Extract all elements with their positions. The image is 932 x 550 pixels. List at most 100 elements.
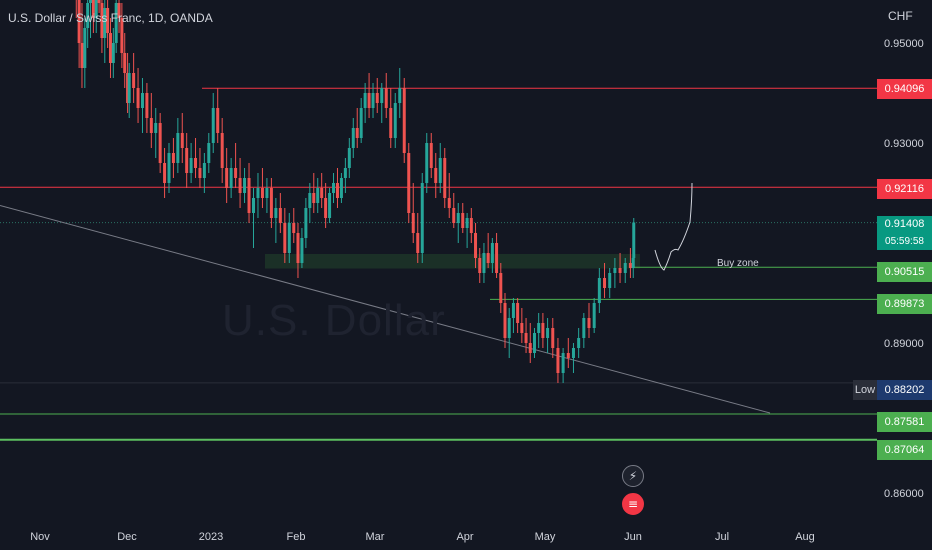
candle-body [154, 123, 158, 133]
candle-body [425, 143, 429, 183]
candle-body [252, 198, 255, 213]
candle-body [587, 318, 591, 328]
candle-body [167, 153, 171, 183]
x-tick-label-2: 2023 [199, 531, 223, 543]
candle-body [608, 273, 612, 288]
candle-body [469, 218, 473, 233]
candle-body [456, 213, 460, 223]
candle-body [97, 0, 101, 3]
candle-body [163, 163, 167, 183]
x-tick-label-3: Feb [287, 531, 306, 543]
candle-body [180, 133, 184, 148]
candle-body [447, 198, 451, 208]
candle-body [247, 178, 251, 213]
candle-body [265, 188, 269, 198]
candle-body [486, 253, 490, 263]
candle-body [202, 163, 206, 178]
candle-body [158, 123, 162, 163]
candle-body [347, 148, 351, 168]
candle-body [551, 328, 555, 348]
candle-body [363, 93, 367, 108]
candle-body [324, 198, 328, 218]
candle-body [556, 348, 560, 373]
candle-body [603, 278, 607, 288]
candle-body [140, 93, 144, 108]
candle-body [566, 353, 570, 358]
symbol-watermark: U.S. Dollar [222, 296, 446, 345]
candle-body [398, 88, 402, 103]
y-tick-label-0: 0.95000 [884, 38, 924, 50]
candle-body [461, 213, 465, 228]
candle-body [300, 238, 304, 263]
candle-body [114, 3, 118, 43]
candle-body [211, 108, 215, 143]
candle-body [367, 93, 371, 108]
candle-body [149, 118, 153, 133]
price-badge-current: 0.91408 [877, 216, 932, 233]
candle-body [359, 108, 363, 138]
candle-body [269, 188, 273, 218]
candle-body [229, 168, 233, 188]
low-tag: Low [853, 380, 877, 400]
candle-body [220, 133, 224, 168]
candle-body [207, 143, 211, 163]
x-tick-label-5: Apr [456, 531, 473, 543]
candle-body [452, 208, 456, 223]
x-tick-label-8: Jul [715, 531, 729, 543]
candle-body [499, 273, 503, 303]
buy-zone-band [265, 254, 640, 269]
candle-body [278, 208, 282, 223]
candle-body [225, 168, 229, 188]
symbol-title[interactable]: U.S. Dollar / Swiss Franc, 1D, OANDA [8, 11, 213, 25]
candle-body [216, 108, 220, 133]
candle-body [507, 318, 511, 338]
candle-body [438, 158, 442, 183]
candle-body [537, 323, 541, 333]
x-tick-label-7: Jun [624, 531, 642, 543]
candle-body [123, 53, 127, 73]
candle-body [511, 303, 515, 318]
candle-body [613, 268, 617, 273]
y-tick-label-3: 0.86000 [884, 488, 924, 500]
y-tick-label-2: 0.89000 [884, 338, 924, 350]
candle-body [632, 222, 636, 258]
candle-body [443, 158, 447, 198]
candle-body [312, 193, 316, 203]
candle-body [520, 323, 524, 333]
candle-body [411, 213, 415, 233]
price-badge-support-4: 0.87064 [877, 440, 932, 460]
candle-body [582, 318, 586, 338]
candle-body [287, 223, 291, 253]
candle-body [106, 8, 110, 33]
candle-body [495, 243, 499, 273]
candle-body [380, 88, 384, 103]
candle-body [524, 333, 528, 343]
candle-body [117, 3, 121, 18]
lightning-event-icon[interactable]: ⚡ [622, 465, 644, 487]
candle-body [198, 168, 202, 178]
candle-body [618, 268, 622, 273]
candle-body [592, 303, 596, 328]
buy-zone-label: Buy zone [717, 258, 759, 269]
candle-body [296, 233, 300, 263]
candle-body [94, 0, 98, 18]
candle-body [274, 208, 278, 218]
candle-body [238, 178, 242, 193]
currency-label: CHF [888, 9, 913, 23]
candle-body [503, 303, 507, 338]
candle-body [339, 178, 343, 198]
x-tick-label-6: May [535, 531, 556, 543]
candle-body [308, 193, 312, 208]
candle-body [86, 3, 90, 28]
candle-body [100, 3, 104, 38]
price-badge-low: 0.88202 [877, 380, 932, 400]
candle-body [316, 188, 320, 203]
candle-body [332, 183, 336, 193]
price-badge-resistance-lower: 0.92116 [877, 179, 932, 199]
candle-body [304, 208, 308, 238]
us-flag-event-icon[interactable]: ≡ [622, 493, 644, 515]
candle-body [532, 333, 536, 353]
x-tick-label-1: Dec [117, 531, 137, 543]
